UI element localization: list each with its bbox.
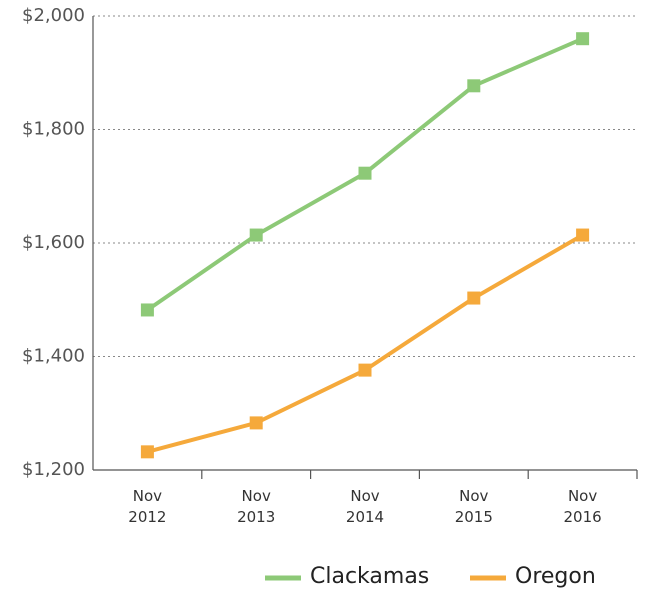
series-line — [146, 233, 584, 454]
legend-label: Clackamas — [310, 564, 429, 589]
marker — [249, 416, 263, 430]
marker — [358, 166, 372, 180]
marker — [576, 228, 590, 242]
marker — [358, 363, 372, 377]
y-tick-label: $1,400 — [22, 346, 85, 367]
x-tick-label: Nov 2015 — [454, 487, 493, 526]
marker — [140, 445, 154, 459]
y-tick-label: $1,200 — [22, 459, 85, 480]
x-tick-label: Nov 2013 — [237, 487, 276, 526]
marker — [249, 228, 263, 242]
y-tick-label: $1,800 — [22, 119, 85, 140]
marker — [467, 79, 481, 93]
marker — [467, 291, 481, 305]
x-tick-label: Nov 2012 — [128, 487, 167, 526]
y-tick-label: $1,600 — [22, 232, 85, 253]
y-tick-label: $2,000 — [22, 5, 85, 26]
x-tick-label: Nov 2016 — [563, 487, 602, 526]
marker — [576, 32, 590, 46]
x-tick-label: Nov 2014 — [345, 487, 385, 526]
marker — [140, 303, 154, 317]
legend-label: Oregon — [515, 564, 596, 589]
